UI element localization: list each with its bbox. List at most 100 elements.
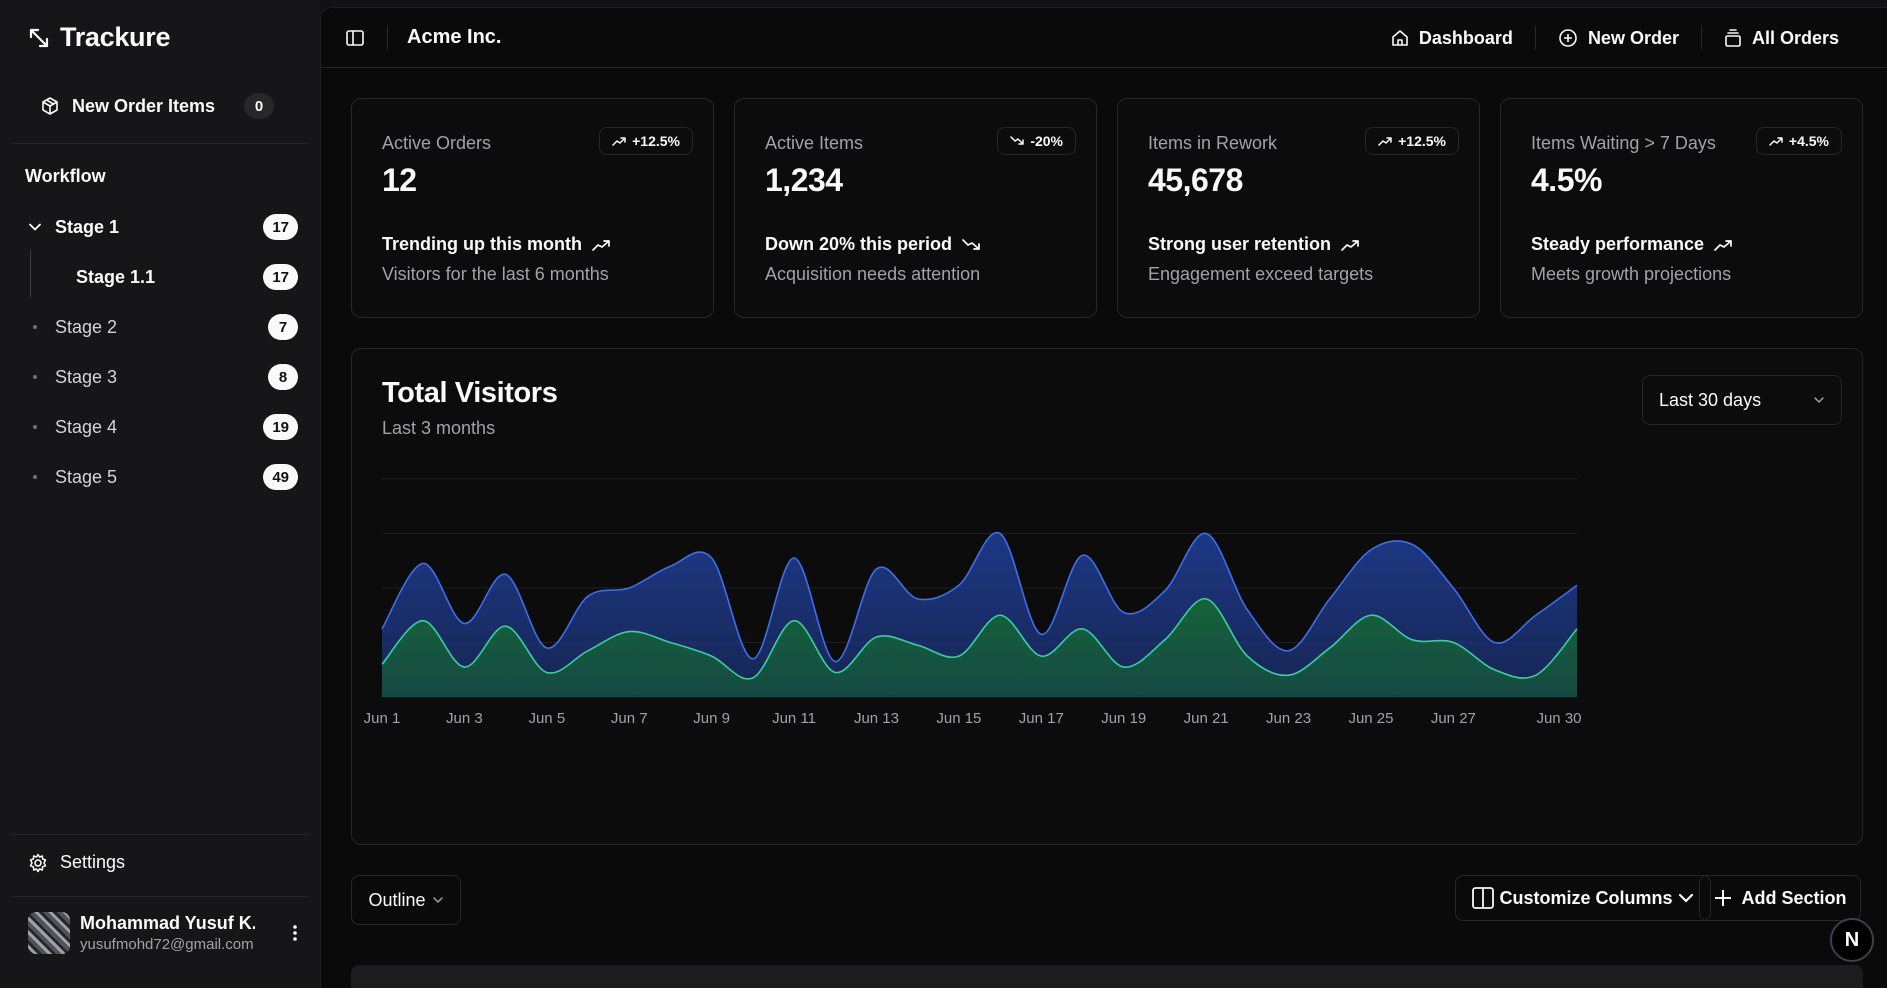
x-tick-label: Jun 13 [854,710,899,727]
range-select[interactable]: Last 30 days [1642,375,1842,425]
series-a-point [1494,642,1495,643]
series-a-point [835,661,836,662]
package-icon [42,97,58,115]
series-b-point [1206,598,1207,599]
series-b-point [1494,669,1495,670]
series-b-point [588,650,589,651]
chevron-down-icon [1814,397,1824,404]
nav-new-order[interactable]: New Order [1536,28,1701,49]
card-title: Active Items [765,133,864,153]
series-a-point [464,623,465,624]
series-b-area [382,598,1577,697]
trend-badge: -20% [997,127,1076,155]
bullet-icon [18,325,52,329]
trend-badge: +4.5% [1755,127,1842,155]
x-tick-label: Jun 9 [693,710,730,727]
divider [1534,26,1536,50]
home-icon [1392,30,1408,46]
range-value: Last 30 days [1659,389,1762,410]
nav-label: All Orders [1751,27,1839,48]
series-b-point [711,656,712,657]
sidebar-toggle-icon[interactable] [345,28,365,48]
outline-label: Outline [368,889,426,910]
sidebar-item-stage-1[interactable]: Stage 1 17 [18,208,298,246]
sidebar-item-settings[interactable]: Settings [28,852,125,873]
outline-select[interactable]: Outline [351,875,461,925]
card-subtext: Engagement exceed targets [1148,264,1374,284]
bullet-icon [18,425,52,429]
nav-dashboard[interactable]: Dashboard [1369,28,1535,49]
chevron-down-icon [1678,893,1693,903]
series-a-point [1206,533,1207,534]
series-a-point [670,566,671,567]
chart-subtitle: Last 3 months [382,418,496,438]
collapse-arrows-icon [29,28,49,47]
series-a-point [1453,588,1454,589]
main-content: Acme Inc. Dashboard New Order All Orders… [320,7,1887,988]
badge-value: +4.5% [1788,133,1829,149]
count-badge: 7 [268,314,298,340]
x-tick-label: Jun 30 [1536,710,1581,727]
sidebar-item-stage-3[interactable]: Stage 3 8 [18,358,298,396]
sidebar-item-new-order-items[interactable]: New Order Items 0 [28,86,286,126]
stack-icon [1725,29,1741,47]
trending-up-icon [1378,137,1392,146]
stage-label: Stage 3 [55,366,118,387]
x-tick-label: Jun 21 [1184,710,1229,727]
x-tick-label: Jun 15 [936,710,981,727]
trending-up-icon [1714,239,1732,251]
user-email: yusufmohd72@gmail.com [80,936,254,953]
series-a-point [588,596,589,597]
card-title: Items Waiting > 7 Days [1531,133,1716,153]
top-nav: Dashboard New Order All Orders [1369,22,1861,54]
x-tick-label: Jun 1 [364,710,401,727]
nav-all-orders[interactable]: All Orders [1702,28,1861,49]
plus-circle-icon [1559,29,1577,47]
stage-label: Stage 1 [55,216,120,237]
sidebar-item-stage-1-1[interactable]: Stage 1.1 17 [30,250,298,298]
series-b-point [1412,639,1413,640]
badge-value: +12.5% [1398,133,1446,149]
brand[interactable]: Trackure [28,22,170,53]
trending-up-icon [1341,239,1359,251]
series-b-point [835,672,836,673]
series-a-point [752,658,753,659]
trending-down-icon [1010,136,1025,145]
count-badge: 0 [244,93,274,119]
card-value: 4.5% [1531,162,1602,198]
count-badge: 8 [268,364,298,390]
series-a-point [876,568,877,569]
series-b-point [1535,675,1536,676]
customize-columns-button[interactable]: Customize Columns [1455,875,1711,921]
sidebar-item-stage-2[interactable]: Stage 2 7 [18,308,298,346]
more-vertical-icon[interactable] [292,923,298,943]
card-footer: Trending up this month [382,234,610,255]
sidebar-item-stage-4[interactable]: Stage 4 19 [18,408,298,446]
divider [1700,26,1702,50]
series-b-point [1577,628,1578,629]
badge-value: -20% [1030,133,1063,149]
card-value: 1,234 [765,162,843,198]
button-label: Customize Columns [1499,887,1673,908]
chevron-down-icon[interactable] [18,220,52,234]
chevron-down-icon [432,897,443,904]
total-visitors-card: Jun 1 Jun 3 Jun 5 Jun 7 Jun 9 Jun 11 Jun 13 Jun… [351,348,1863,845]
tree-line [30,250,31,298]
next-devtools-button[interactable]: N [1830,918,1874,962]
stage-label: Stage 1.1 [76,266,156,287]
stat-card-items-in-rework: Items in Rework 45,678 +12.5% Strong use… [1117,98,1480,318]
series-b-point [958,656,959,657]
series-b-point [1123,667,1124,668]
series-b-point [1041,656,1042,657]
series-b-point [670,642,671,643]
series-b-point [1370,615,1371,616]
footer-text: Steady performance [1531,234,1705,254]
footer-text: Down 20% this period [765,234,953,254]
nav-label: Dashboard [1418,27,1513,48]
add-section-button[interactable]: Add Section [1699,875,1861,921]
series-a-point [917,598,918,599]
sidebar-item-stage-5[interactable]: Stage 5 49 [18,458,298,496]
series-b-point [464,667,465,668]
series-b-point [1288,675,1289,676]
user-menu[interactable]: Mohammad Yusuf K... yusufmohd72@gmail.co… [28,912,298,954]
